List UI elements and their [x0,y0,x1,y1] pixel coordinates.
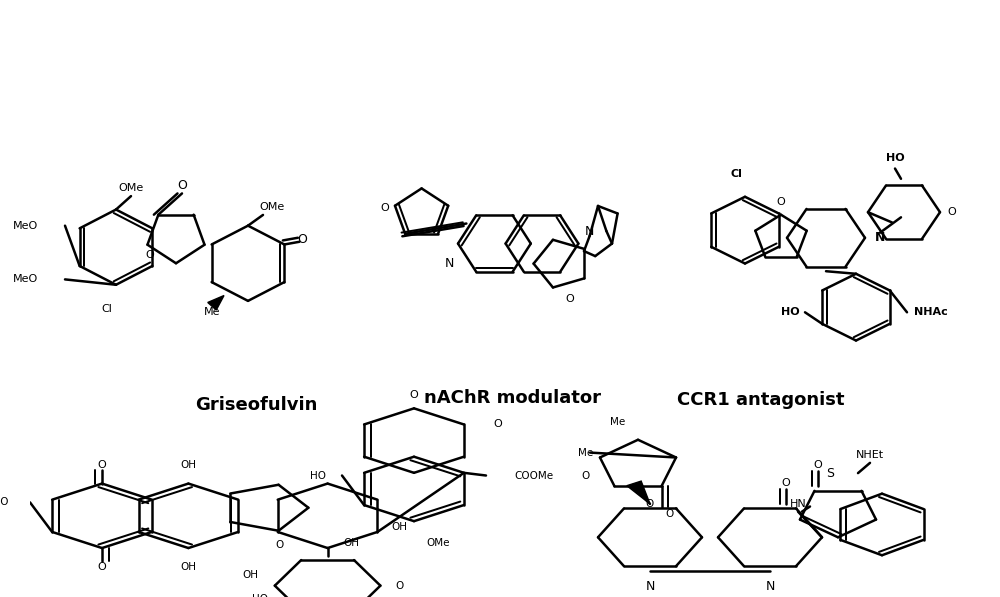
Text: O: O [782,478,790,488]
Text: Me: Me [204,307,220,316]
Text: O: O [145,251,154,260]
Text: MeO: MeO [13,221,38,230]
Text: O: O [493,420,502,429]
Text: S: S [826,467,834,479]
Text: OH: OH [344,538,360,547]
Text: O: O [275,540,284,550]
Text: CCR1 antagonist: CCR1 antagonist [677,391,844,409]
Text: HO: HO [310,470,326,481]
Polygon shape [627,481,650,504]
Text: Cl: Cl [102,304,112,314]
Polygon shape [208,296,224,310]
Text: O: O [582,470,590,481]
Text: N: N [765,580,775,593]
Text: nAChR modulator: nAChR modulator [424,389,601,407]
Text: O: O [381,204,390,214]
Text: O: O [410,390,418,400]
Text: O: O [646,499,654,509]
Text: COOMe: COOMe [514,470,554,481]
Text: O: O [297,233,307,245]
Text: HN: HN [790,499,806,509]
Text: MeO: MeO [0,497,8,507]
Text: HO: HO [781,307,799,317]
Text: O: O [566,294,574,304]
Text: O: O [177,179,187,192]
Text: MeO: MeO [13,275,38,284]
Text: OMe: OMe [118,183,144,193]
Text: OMe: OMe [259,202,285,212]
Text: O: O [98,460,106,470]
Text: NHAc: NHAc [914,307,948,317]
Text: HO: HO [886,153,904,163]
Text: Me: Me [578,448,594,457]
Text: OH: OH [243,570,259,580]
Text: N: N [445,257,454,270]
Text: Griseofulvin: Griseofulvin [196,396,318,414]
Text: O: O [665,509,674,519]
Text: O: O [777,197,785,207]
Text: Me: Me [610,417,626,427]
Text: HO: HO [252,594,268,597]
Text: O: O [948,207,956,217]
Text: OH: OH [180,562,196,572]
Text: OH: OH [180,460,196,470]
Text: O: O [814,460,822,470]
Text: O: O [395,581,404,590]
Text: OMe: OMe [426,538,450,547]
Text: OH: OH [392,522,408,531]
Text: NHEt: NHEt [856,450,884,460]
Text: N: N [645,580,655,593]
Text: O: O [98,562,106,572]
Text: N: N [875,232,885,244]
Text: Cl: Cl [730,169,742,179]
Text: N: N [585,224,594,238]
